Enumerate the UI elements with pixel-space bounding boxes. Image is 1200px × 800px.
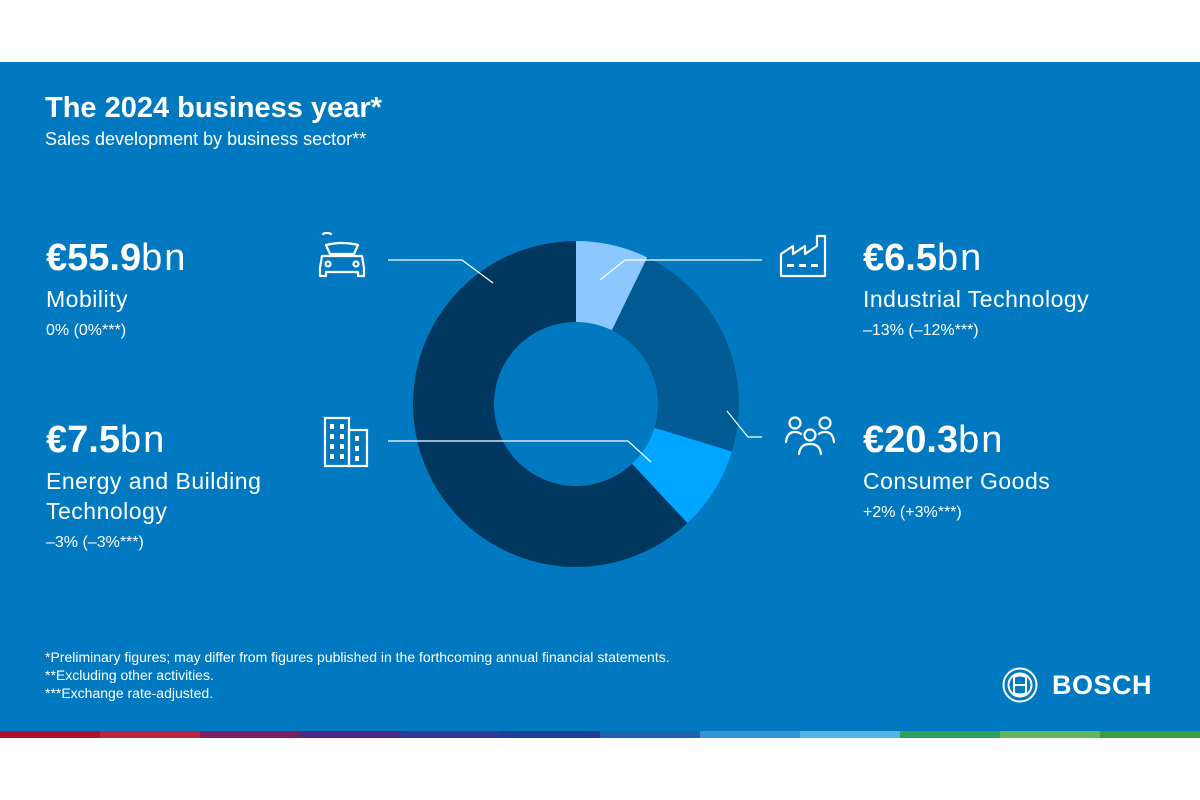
stripe-segment (500, 731, 600, 738)
stripe-segment (100, 731, 200, 738)
segment-amount: €55.9bn (46, 236, 187, 280)
stripe-segment (300, 731, 400, 738)
page-subtitle: Sales development by business sector** (45, 129, 367, 149)
leader-line-consumer (726, 410, 762, 438)
footnote-preliminary: *Preliminary figures; may differ from fi… (45, 649, 670, 665)
amount-value: €7.5 (46, 419, 120, 461)
segment-name: Mobility (46, 286, 128, 312)
segment-label-industrial: €6.5bn Industrial Technology –13% (–12%*… (863, 236, 1089, 342)
stripe-segment (800, 731, 900, 738)
amount-unit: bn (936, 237, 984, 279)
segment-amount: €6.5bn (863, 236, 1089, 280)
brand-name: BOSCH (1052, 669, 1153, 700)
infographic-panel (0, 62, 1200, 731)
amount-unit: bn (119, 419, 167, 461)
stripe-segment (700, 731, 800, 738)
page-title: The 2024 business year* (45, 92, 382, 124)
leader-line-mobility (388, 259, 494, 284)
donut-slice-consumer-goods (611, 257, 739, 452)
segment-amount: €7.5bn (46, 418, 261, 462)
segment-change: –13% (–12%***) (863, 322, 979, 339)
bosch-armature-icon (1002, 667, 1038, 703)
segment-change: +2% (+3%***) (863, 504, 962, 521)
segment-label-mobility: €55.9bn Mobility 0% (0%***) (46, 236, 187, 342)
amount-unit: bn (958, 419, 1005, 461)
segment-change: –3% (–3%***) (46, 534, 144, 551)
people-icon (784, 416, 836, 456)
amount-value: €55.9 (46, 237, 142, 279)
stripe-segment (0, 731, 100, 738)
stripe-segment (400, 731, 500, 738)
leader-lines (388, 259, 762, 463)
stripe-segment (600, 731, 700, 738)
donut-slice-energy-and-building-technology (632, 427, 732, 524)
segment-change: 0% (0%***) (46, 322, 127, 339)
segment-label-consumer: €20.3bn Consumer Goods +2% (+3%***) (863, 418, 1050, 524)
footnotes: *Preliminary figures; may differ from fi… (45, 648, 670, 702)
donut-slice-industrial-technology (576, 241, 648, 331)
stripe-segment (900, 731, 1000, 738)
leader-line-energy (388, 440, 652, 463)
stripe-segment (200, 731, 300, 738)
footnote-exchange-rate: ***Exchange rate-adjusted. (45, 685, 214, 701)
factory-icon (779, 234, 827, 278)
amount-value: €6.5 (863, 237, 937, 279)
footnote-excluding: **Excluding other activities. (45, 667, 214, 683)
segment-name: Industrial Technology (863, 286, 1090, 312)
segment-name-line2: Technology (46, 498, 168, 524)
brand-color-stripe (0, 731, 1200, 738)
stripe-segment (1100, 731, 1200, 738)
amount-value: €20.3 (863, 419, 959, 461)
amount-unit: bn (141, 237, 188, 279)
segment-name-line1: Energy and Building (46, 468, 262, 494)
segment-amount: €20.3bn (863, 418, 1050, 462)
bosch-logo: BOSCH (1002, 667, 1152, 703)
leader-line-industrial (599, 259, 762, 281)
connected-car-icon (318, 232, 366, 278)
building-icon (323, 416, 369, 468)
segment-label-energy: €7.5bn Energy and Building Technology –3… (46, 418, 261, 554)
stripe-segment (1000, 731, 1100, 738)
segment-name: Consumer Goods (863, 468, 1051, 494)
donut-slice-mobility (412, 241, 688, 568)
